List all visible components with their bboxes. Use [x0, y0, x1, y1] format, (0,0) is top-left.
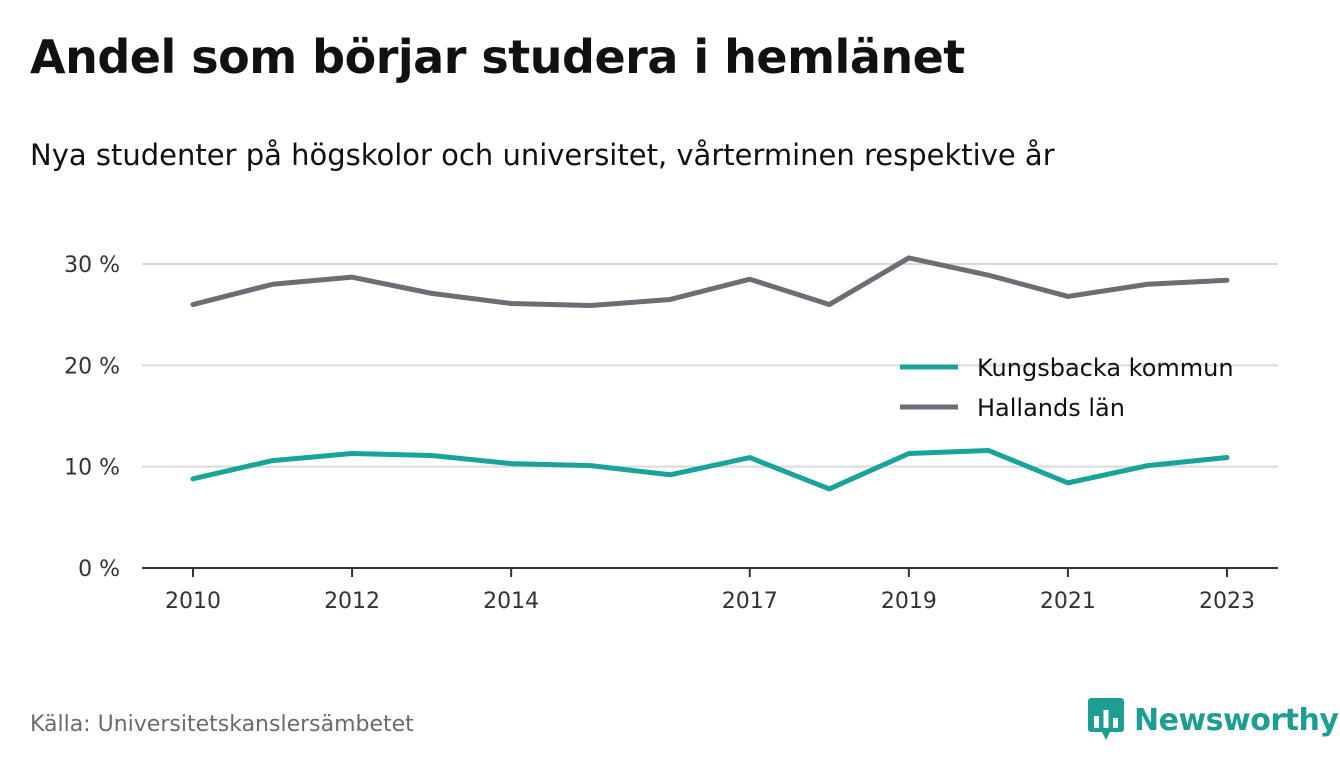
brand-logo[interactable]: Newsworthy: [1088, 698, 1339, 742]
x-tick-label: 2019: [881, 589, 937, 614]
x-tick-label: 2010: [165, 589, 221, 614]
y-tick-label: 10 %: [64, 456, 120, 481]
legend: Kungsbacka kommun Hallands län: [900, 354, 1234, 422]
series-line-kungsbacka: [190, 447, 1230, 492]
x-tick-label: 2023: [1199, 589, 1255, 614]
x-tick-label: 2014: [483, 589, 539, 614]
y-tick-label: 0 %: [78, 557, 120, 582]
x-tick-label: 2017: [722, 589, 778, 614]
x-tick-label: 2012: [324, 589, 380, 614]
series-lines: [190, 255, 1230, 492]
source-note: Källa: Universitetskanslersämbetet: [30, 712, 414, 737]
line-chart: 0 % 10 % 20 % 30 % 2010 2012 2014 2017 2019 2021…: [64, 253, 1278, 614]
legend-label-kungsbacka: Kungsbacka kommun: [977, 354, 1234, 382]
chart-subtitle: Nya studenter på högskolor och universit…: [30, 138, 1055, 172]
brand-name: Newsworthy: [1134, 702, 1339, 738]
x-tick-label: 2021: [1040, 589, 1096, 614]
y-axis: 0 % 10 % 20 % 30 %: [64, 253, 120, 582]
series-line-halland: [190, 255, 1230, 309]
legend-label-halland: Hallands län: [977, 394, 1125, 422]
y-tick-label: 30 %: [64, 253, 120, 278]
y-tick-label: 20 %: [64, 354, 120, 379]
bar-chart-speech-bubble-icon: [1088, 698, 1124, 740]
chart-title: Andel som börjar studera i hemlänet: [30, 30, 965, 84]
x-axis: 2010 2012 2014 2017 2019 2021 2023: [142, 567, 1278, 614]
